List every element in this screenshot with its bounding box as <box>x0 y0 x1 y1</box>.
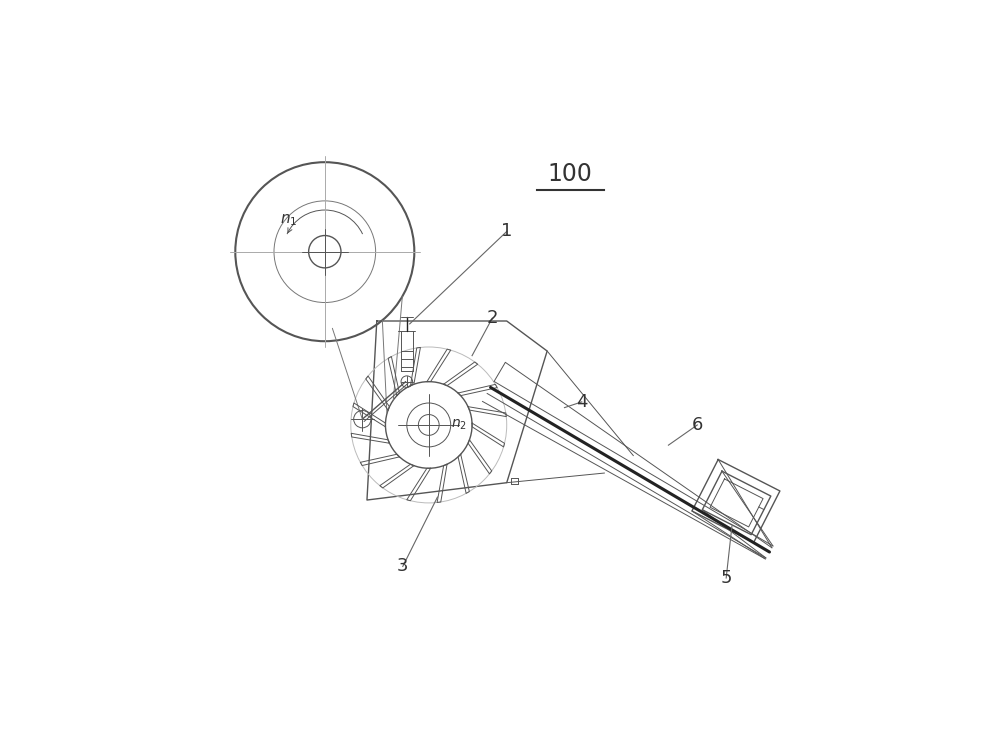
Text: 3: 3 <box>397 557 409 575</box>
Text: 1: 1 <box>501 223 512 241</box>
Text: 100: 100 <box>548 162 593 186</box>
Text: n$_1$: n$_1$ <box>280 212 298 228</box>
Text: 4: 4 <box>576 393 588 411</box>
Text: 5: 5 <box>720 569 732 587</box>
Text: 6: 6 <box>692 416 703 434</box>
Text: n$_2$: n$_2$ <box>451 418 467 432</box>
Text: 2: 2 <box>487 309 498 327</box>
